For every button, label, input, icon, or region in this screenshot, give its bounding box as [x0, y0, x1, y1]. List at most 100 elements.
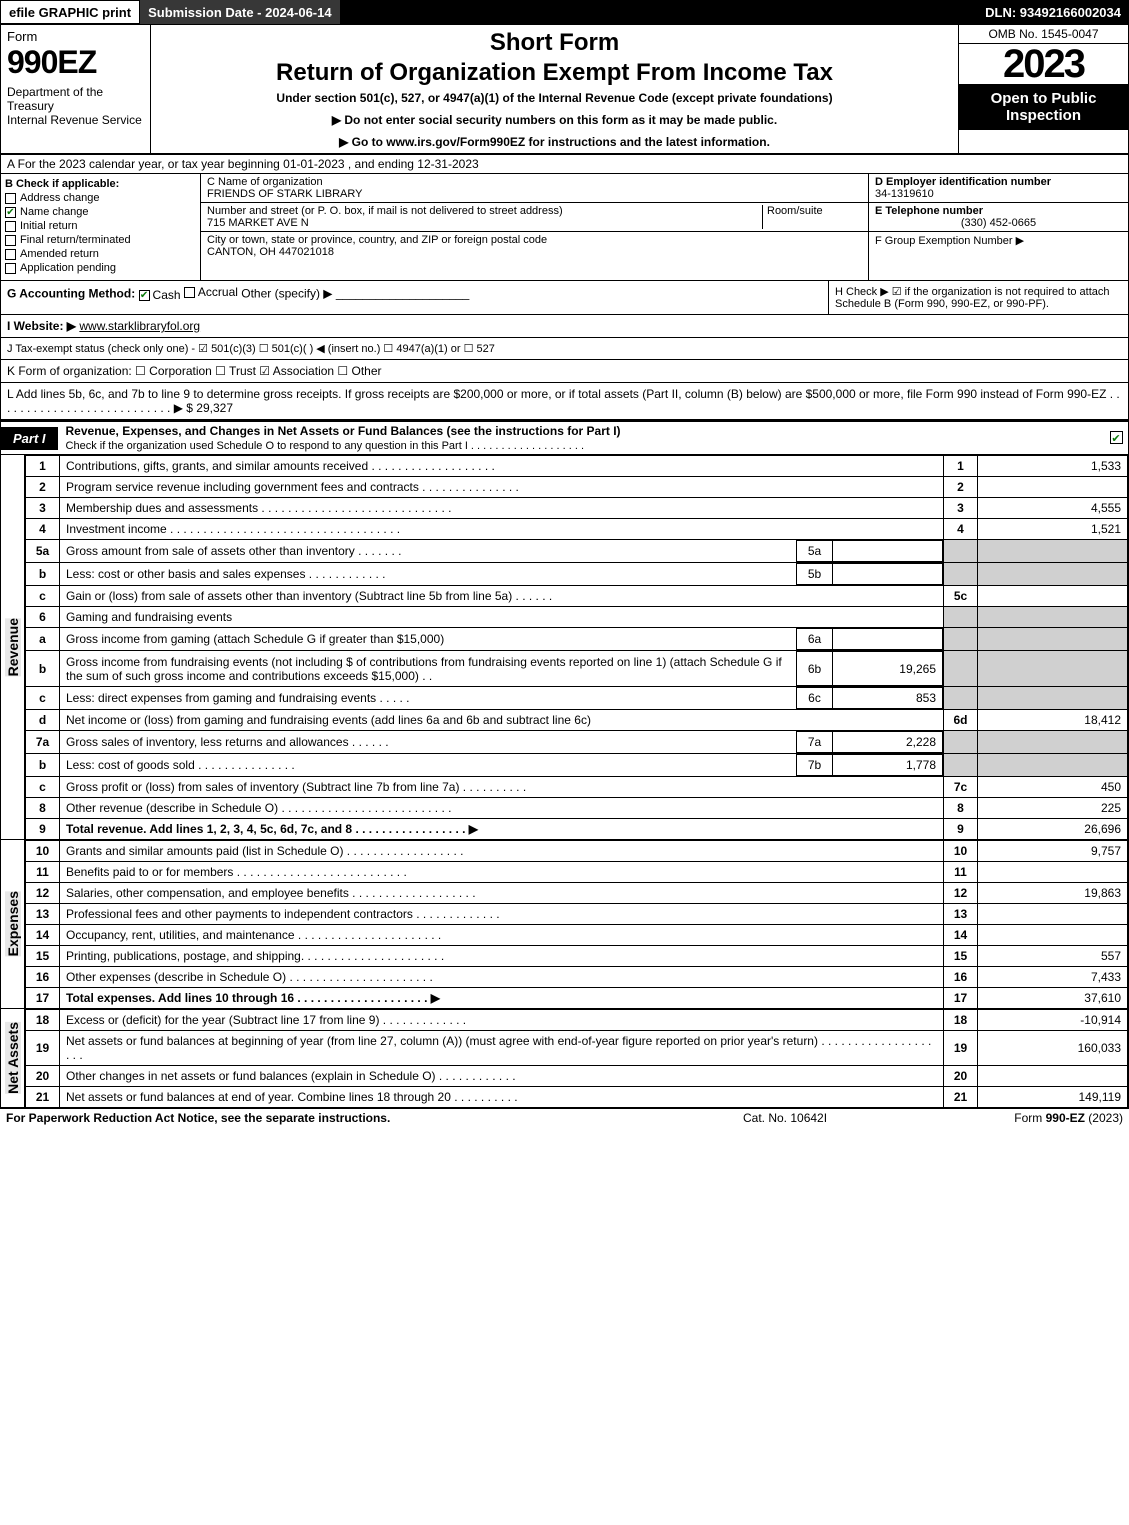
row-18: 18Excess or (deficit) for the year (Subt… — [26, 1010, 1128, 1031]
form-word: Form — [7, 29, 144, 44]
row-20: 20Other changes in net assets or fund ba… — [26, 1066, 1128, 1087]
row-15: 15Printing, publications, postage, and s… — [26, 946, 1128, 967]
part-1-tab: Part I — [1, 427, 58, 450]
revenue-table: 1Contributions, gifts, grants, and simil… — [25, 455, 1128, 840]
org-name-label: C Name of organization — [207, 176, 862, 188]
info-block: B Check if applicable: Address change ✔N… — [1, 174, 1128, 281]
check-cash[interactable]: ✔Cash — [139, 288, 181, 302]
top-bar: efile GRAPHIC print Submission Date - 20… — [0, 0, 1129, 24]
row-7b: bLess: cost of goods sold . . . . . . . … — [26, 754, 1128, 777]
check-app-pending[interactable]: Application pending — [5, 262, 196, 274]
addr-label: Number and street (or P. O. box, if mail… — [207, 205, 762, 217]
tax-year: 2023 — [959, 44, 1128, 84]
phone-value: (330) 452-0665 — [875, 217, 1122, 229]
row-6c: cLess: direct expenses from gaming and f… — [26, 687, 1128, 710]
row-5b: bLess: cost or other basis and sales exp… — [26, 563, 1128, 586]
netassets-table: 18Excess or (deficit) for the year (Subt… — [25, 1009, 1128, 1108]
expenses-section: Expenses 10Grants and similar amounts pa… — [1, 840, 1128, 1009]
expenses-vlabel: Expenses — [5, 891, 21, 956]
row-6a: aGross income from gaming (attach Schedu… — [26, 628, 1128, 651]
footer-form-id: Form 990-EZ (2023) — [943, 1111, 1123, 1125]
part-1-title: Revenue, Expenses, and Changes in Net As… — [66, 424, 621, 438]
submission-date: Submission Date - 2024-06-14 — [140, 0, 340, 24]
row-2: 2Program service revenue including gover… — [26, 477, 1128, 498]
row-10: 10Grants and similar amounts paid (list … — [26, 841, 1128, 862]
expenses-table: 10Grants and similar amounts paid (list … — [25, 840, 1128, 1009]
row-6d: dNet income or (loss) from gaming and fu… — [26, 710, 1128, 731]
row-3: 3Membership dues and assessments . . . .… — [26, 498, 1128, 519]
line-i-website: I Website: ▶ www.starklibraryfol.org — [1, 315, 1128, 338]
check-name-change[interactable]: ✔Name change — [5, 206, 196, 218]
row-7c: cGross profit or (loss) from sales of in… — [26, 777, 1128, 798]
revenue-section: Revenue 1Contributions, gifts, grants, a… — [1, 455, 1128, 840]
accounting-label: G Accounting Method: — [7, 287, 135, 301]
section-d-ein: D Employer identification number 34-1319… — [868, 174, 1128, 280]
website-value[interactable]: www.starklibraryfol.org — [79, 319, 200, 333]
row-7a: 7aGross sales of inventory, less returns… — [26, 731, 1128, 754]
row-8: 8Other revenue (describe in Schedule O) … — [26, 798, 1128, 819]
row-1: 1Contributions, gifts, grants, and simil… — [26, 456, 1128, 477]
city-value: CANTON, OH 447021018 — [207, 246, 547, 258]
row-19: 19Net assets or fund balances at beginni… — [26, 1031, 1128, 1066]
form-container: Form 990EZ Department of the Treasury In… — [0, 24, 1129, 1109]
check-final-return[interactable]: Final return/terminated — [5, 234, 196, 246]
row-12: 12Salaries, other compensation, and empl… — [26, 883, 1128, 904]
part-1-checkbox[interactable]: ✔ — [1110, 431, 1123, 444]
form-header: Form 990EZ Department of the Treasury In… — [1, 25, 1128, 155]
title-return: Return of Organization Exempt From Incom… — [159, 59, 950, 87]
line-h-schedule-b: H Check ▶ ☑ if the organization is not r… — [828, 281, 1128, 314]
city-label: City or town, state or province, country… — [207, 234, 547, 246]
check-accrual[interactable]: Accrual — [184, 285, 238, 299]
row-6: 6Gaming and fundraising events — [26, 607, 1128, 628]
row-14: 14Occupancy, rent, utilities, and mainte… — [26, 925, 1128, 946]
part-1-header: Part I Revenue, Expenses, and Changes in… — [1, 420, 1128, 455]
instruction-ssn: ▶ Do not enter social security numbers o… — [159, 113, 950, 127]
row-9: 9Total revenue. Add lines 1, 2, 3, 4, 5c… — [26, 819, 1128, 840]
title-short-form: Short Form — [159, 29, 950, 57]
netassets-vlabel: Net Assets — [5, 1022, 21, 1094]
group-exempt-label: F Group Exemption Number ▶ — [875, 234, 1122, 247]
efile-label[interactable]: efile GRAPHIC print — [0, 0, 140, 24]
page-footer: For Paperwork Reduction Act Notice, see … — [0, 1109, 1129, 1127]
line-j-tax-exempt: J Tax-exempt status (check only one) - ☑… — [1, 338, 1128, 360]
line-a-tax-year: A For the 2023 calendar year, or tax yea… — [1, 155, 1128, 174]
check-address-change[interactable]: Address change — [5, 192, 196, 204]
dept-label: Department of the Treasury Internal Reve… — [7, 85, 144, 127]
website-label: I Website: ▶ — [7, 319, 76, 333]
row-6b: bGross income from fundraising events (n… — [26, 651, 1128, 687]
ein-value: 34-1319610 — [875, 188, 1122, 200]
form-number: 990EZ — [7, 44, 144, 81]
dln-label: DLN: 93492166002034 — [977, 5, 1129, 20]
check-initial-return[interactable]: Initial return — [5, 220, 196, 232]
open-to-public: Open to Public Inspection — [959, 84, 1128, 130]
row-21: 21Net assets or fund balances at end of … — [26, 1087, 1128, 1108]
section-c-org-info: C Name of organization FRIENDS OF STARK … — [201, 174, 868, 280]
check-amended[interactable]: Amended return — [5, 248, 196, 260]
ein-label: D Employer identification number — [875, 176, 1122, 188]
addr-value: 715 MARKET AVE N — [207, 217, 762, 229]
revenue-vlabel: Revenue — [5, 618, 21, 676]
line-l-text: L Add lines 5b, 6c, and 7b to line 9 to … — [7, 387, 1120, 415]
subtitle-section: Under section 501(c), 527, or 4947(a)(1)… — [159, 91, 950, 105]
row-17: 17Total expenses. Add lines 10 through 1… — [26, 988, 1128, 1009]
row-4: 4Investment income . . . . . . . . . . .… — [26, 519, 1128, 540]
line-l-gross-receipts: L Add lines 5b, 6c, and 7b to line 9 to … — [1, 383, 1128, 420]
part-1-check-line: Check if the organization used Schedule … — [66, 440, 585, 452]
section-b-checkboxes: B Check if applicable: Address change ✔N… — [1, 174, 201, 280]
line-l-amount: $ 29,327 — [186, 401, 233, 415]
footer-catno: Cat. No. 10642I — [743, 1111, 943, 1125]
row-5c: cGain or (loss) from sale of assets othe… — [26, 586, 1128, 607]
footer-paperwork: For Paperwork Reduction Act Notice, see … — [6, 1111, 743, 1125]
row-16: 16Other expenses (describe in Schedule O… — [26, 967, 1128, 988]
room-suite-label: Room/suite — [762, 205, 862, 229]
net-assets-section: Net Assets 18Excess or (deficit) for the… — [1, 1009, 1128, 1108]
row-11: 11Benefits paid to or for members . . . … — [26, 862, 1128, 883]
line-g-h: G Accounting Method: ✔Cash Accrual Other… — [1, 281, 1128, 315]
row-13: 13Professional fees and other payments t… — [26, 904, 1128, 925]
line-k-org-form: K Form of organization: ☐ Corporation ☐ … — [1, 360, 1128, 383]
row-5a: 5aGross amount from sale of assets other… — [26, 540, 1128, 563]
instruction-link[interactable]: ▶ Go to www.irs.gov/Form990EZ for instru… — [159, 135, 950, 149]
org-name: FRIENDS OF STARK LIBRARY — [207, 188, 862, 200]
other-specify: Other (specify) ▶ — [241, 287, 332, 301]
section-b-label: B Check if applicable: — [5, 178, 196, 190]
